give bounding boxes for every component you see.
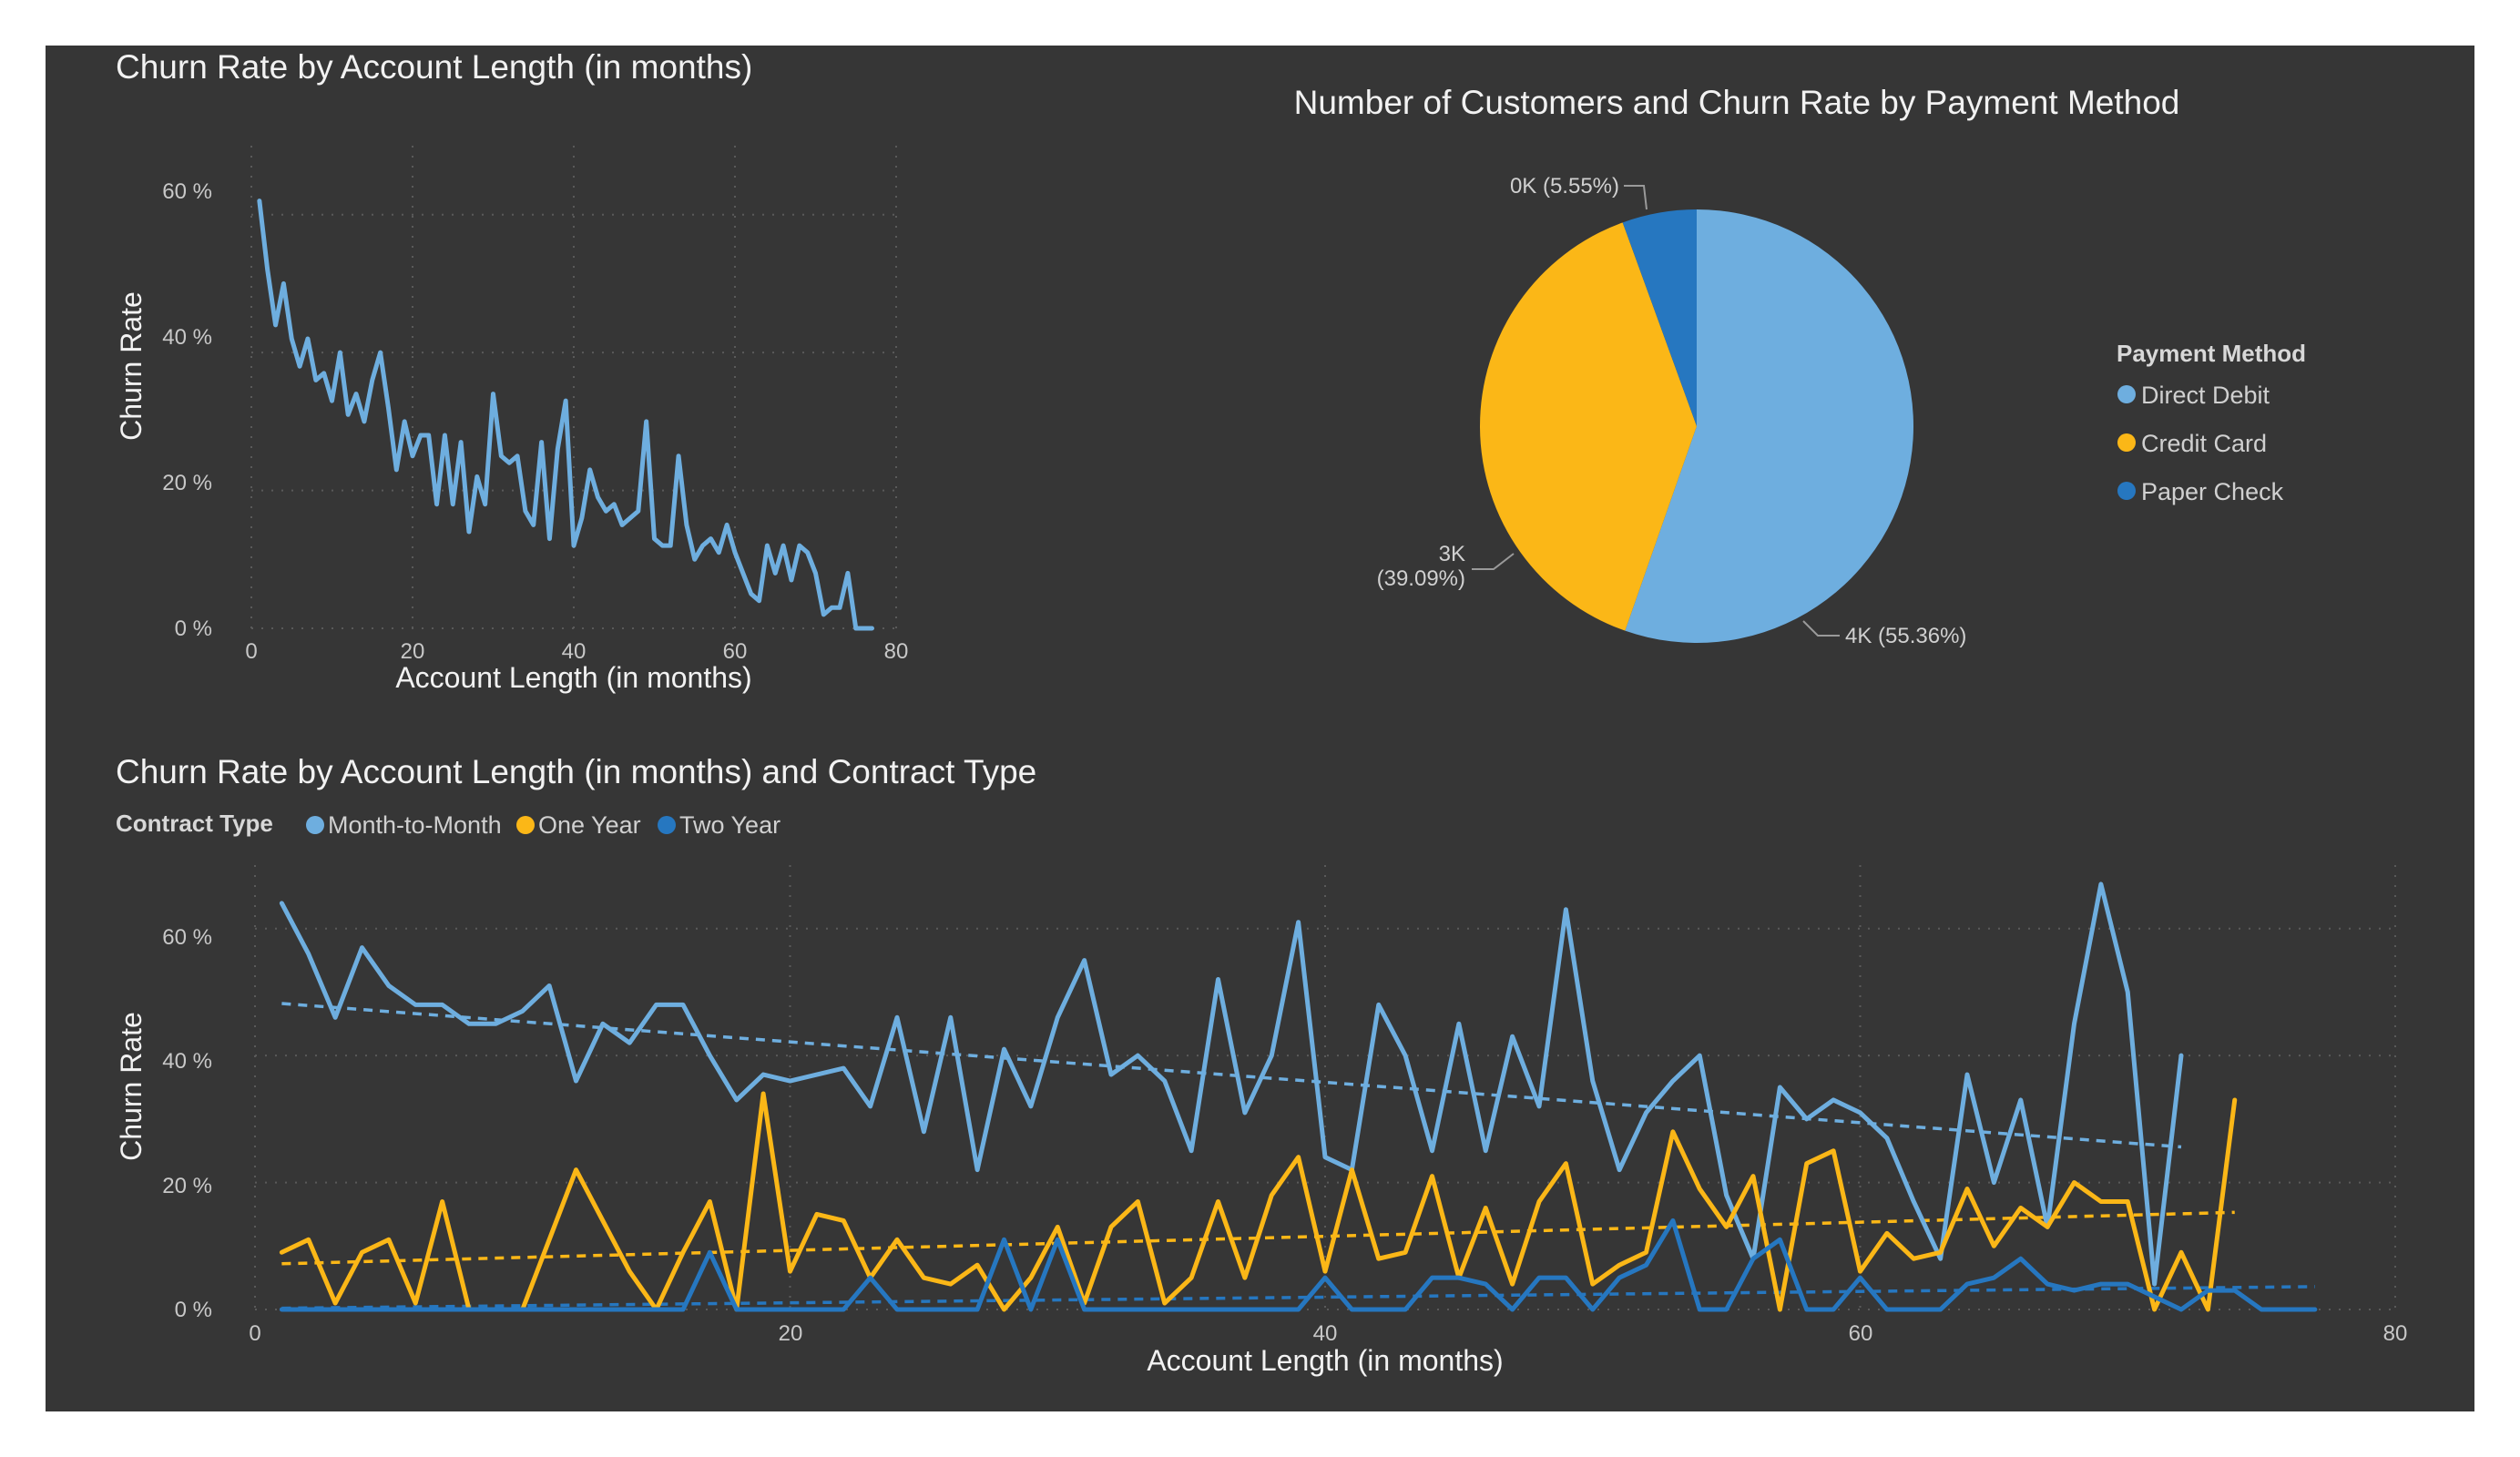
contract-legend-title: Contract Type bbox=[116, 810, 273, 837]
payment-legend-title: Payment Method bbox=[2117, 340, 2306, 367]
chart3-y-axis-label: Churn Rate bbox=[115, 1012, 148, 1161]
chart1-xtick-0: 0 bbox=[245, 639, 257, 664]
chart2-title: Number of Customers and Churn Rate by Pa… bbox=[1294, 84, 2180, 121]
legend-label-direct-debit: Direct Debit bbox=[2141, 382, 2270, 409]
chart1-y-axis-label: Churn Rate bbox=[115, 291, 148, 441]
chart3-ytick-60: 60 % bbox=[162, 925, 212, 950]
legend-label-two-year: Two Year bbox=[679, 811, 780, 839]
chart1-y-ticks: 0 % 20 % 40 % 60 % bbox=[162, 179, 212, 641]
chart1-series bbox=[257, 199, 874, 631]
legend-label-one-year: One Year bbox=[538, 811, 641, 839]
legend-marker-credit-card bbox=[2117, 433, 2136, 452]
dashboard-svg: Churn Rate by Account Length (in months)… bbox=[115, 48, 2407, 1377]
chart3-gridlines bbox=[254, 865, 2396, 1310]
pie-label-paper-check: 0K (5.55%) bbox=[1510, 174, 1619, 199]
chart1-xtick-20: 20 bbox=[401, 639, 425, 664]
leader-credit-card bbox=[1472, 553, 1515, 570]
legend-marker-month-to-month bbox=[306, 816, 324, 834]
chart1-ytick-60: 60 % bbox=[162, 179, 212, 204]
payment-method-legend: Payment Method Direct Debit Credit Card … bbox=[2117, 340, 2306, 505]
chart3-xtick-0: 0 bbox=[249, 1321, 260, 1346]
chart3-line-one-year bbox=[279, 1091, 2238, 1312]
legend-label-paper-check: Paper Check bbox=[2141, 478, 2284, 505]
pie-label-credit-card-pct: (39.09%) bbox=[1377, 566, 1465, 591]
pie-leader-lines bbox=[1472, 185, 1840, 637]
chart1-x-ticks: 0 20 40 60 80 bbox=[245, 639, 908, 664]
chart3-xtick-60: 60 bbox=[1849, 1321, 1873, 1346]
chart1-xtick-80: 80 bbox=[884, 639, 909, 664]
chart1-x-axis-label: Account Length (in months) bbox=[395, 661, 751, 694]
chart3-series bbox=[279, 881, 2318, 1312]
chart3-line-two-year bbox=[279, 1218, 2318, 1312]
chart3-ytick-40: 40 % bbox=[162, 1049, 212, 1074]
chart1-title: Churn Rate by Account Length (in months) bbox=[116, 48, 752, 86]
chart1-line-series-0 bbox=[257, 199, 874, 631]
legend-marker-paper-check bbox=[2117, 482, 2136, 500]
chart3-trend-one-year bbox=[281, 1210, 2235, 1266]
dashboard-canvas: Churn Rate by Account Length (in months)… bbox=[46, 46, 2474, 1411]
legend-label-month-to-month: Month-to-Month bbox=[328, 811, 502, 839]
chart3-x-ticks: 0 20 40 60 80 bbox=[249, 1321, 2407, 1346]
legend-marker-one-year bbox=[516, 816, 535, 834]
contract-type-legend: Contract Type Month-to-Month One Year Tw… bbox=[116, 810, 780, 839]
chart3-x-axis-label: Account Length (in months) bbox=[1147, 1344, 1503, 1377]
chart3-trend-two-year bbox=[281, 1285, 2315, 1310]
chart1-ytick-40: 40 % bbox=[162, 325, 212, 350]
chart3-ytick-20: 20 % bbox=[162, 1174, 212, 1198]
chart3-trend-month-to-month bbox=[281, 1002, 2182, 1149]
chart1-xtick-40: 40 bbox=[562, 639, 587, 664]
legend-marker-direct-debit bbox=[2117, 385, 2136, 403]
chart3-xtick-20: 20 bbox=[779, 1321, 803, 1346]
pie-label-credit-card-count: 3K bbox=[1439, 542, 1465, 566]
pie-slice-paper-check bbox=[1622, 209, 1697, 426]
chart3-trend-lines bbox=[281, 1002, 2315, 1310]
chart1-ytick-0: 0 % bbox=[175, 616, 212, 641]
pie-slices bbox=[1480, 209, 1913, 643]
chart1-gridlines bbox=[250, 146, 897, 629]
pie-label-direct-debit: 4K (55.36%) bbox=[1845, 624, 1966, 648]
churn-by-length-chart: Churn Rate by Account Length (in months)… bbox=[115, 48, 908, 694]
chart3-xtick-80: 80 bbox=[2383, 1321, 2408, 1346]
chart3-xtick-40: 40 bbox=[1313, 1321, 1338, 1346]
legend-marker-two-year bbox=[658, 816, 676, 834]
pie-slice-credit-card bbox=[1480, 222, 1697, 631]
chart1-ytick-20: 20 % bbox=[162, 471, 212, 495]
legend-label-credit-card: Credit Card bbox=[2141, 430, 2267, 457]
chart3-title: Churn Rate by Account Length (in months)… bbox=[116, 753, 1036, 790]
leader-direct-debit bbox=[1802, 620, 1840, 637]
leader-paper-check bbox=[1624, 185, 1648, 210]
chart3-line-month-to-month bbox=[279, 881, 2184, 1287]
churn-by-contract-chart: Churn Rate by Account Length (in months)… bbox=[115, 753, 2407, 1377]
chart3-y-ticks: 0 % 20 % 40 % 60 % bbox=[162, 925, 212, 1322]
payment-method-pie-chart: Number of Customers and Churn Rate by Pa… bbox=[1294, 84, 2306, 648]
pie-slice-direct-debit bbox=[1625, 209, 1913, 643]
chart1-xtick-60: 60 bbox=[723, 639, 748, 664]
chart3-ytick-0: 0 % bbox=[175, 1298, 212, 1322]
